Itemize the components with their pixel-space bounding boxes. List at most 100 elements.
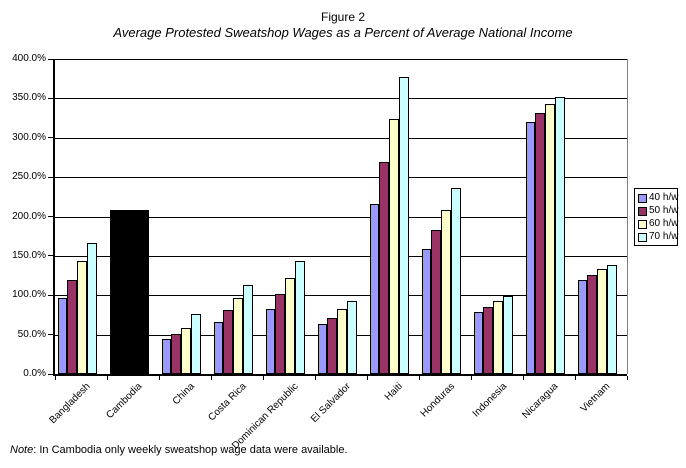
x-category-label: El Salvador [308,381,353,425]
bar-indonesia-40-h/w [473,311,484,374]
x-tick [211,376,212,380]
bar-dominican-republic-50-h/w [275,293,285,374]
x-tick [55,376,56,380]
legend-swatch-icon [638,232,647,242]
y-tick-label: 400.0% [12,53,46,64]
bar-el-salvador-60-h/w [337,309,347,374]
bar-nicaragua-60-h/w [545,103,555,374]
bar-honduras-70-h/w [450,188,461,374]
bar-honduras-50-h/w [431,229,441,374]
x-tick [419,376,420,380]
bar-haiti-60-h/w [389,118,399,374]
bar-el-salvador-70-h/w [346,300,357,374]
legend-box: 40 h/w 50 h/w 60 h/w 70 h/w [634,188,678,246]
bar-vietnam-50-h/w [587,274,597,374]
gridline-250 [55,177,627,179]
bar-dominican-republic-40-h/w [265,309,276,374]
bar-el-salvador-40-h/w [317,324,328,374]
bar-haiti-70-h/w [398,77,409,374]
bar-vietnam-70-h/w [606,264,617,374]
footnote-note-label: Note [10,444,34,456]
x-category-label: Cambodia [104,381,145,422]
y-tick [48,373,53,375]
x-category-label: Nicaragua [520,381,561,422]
y-tick-label: 300.0% [12,131,46,143]
y-tick [48,176,53,178]
x-tick [315,376,316,380]
gridline-300 [55,137,627,139]
legend-item-70-h/w: 70 h/w [638,232,678,242]
bar-bangladesh-70-h/w [86,242,97,374]
y-tick [48,97,53,99]
legend-item-60-h/w: 60 h/w [638,219,678,229]
x-category-label: Vietnam [579,381,613,415]
y-tick-label: 200.0% [12,210,46,222]
figure-title: Figure 2 [320,10,366,24]
bar-costa-rica-40-h/w [213,322,224,374]
y-tick [48,294,53,296]
bar-china-50-h/w [171,333,181,374]
y-tick-label: 150.0% [12,249,46,261]
legend-label: 60 h/w [649,218,679,229]
x-tick [159,376,160,380]
bar-indonesia-50-h/w [483,307,493,374]
legend-label: 40 h/w [649,192,679,203]
y-tick-label: 50.0% [17,328,46,340]
legend-label: 50 h/w [649,205,679,216]
y-tick-label: 250.0% [12,171,46,183]
bar-indonesia-60-h/w [493,300,503,374]
x-tick [523,376,524,380]
bar-dominican-republic-60-h/w [285,277,295,374]
x-category-label: Honduras [418,381,457,420]
bar-el-salvador-50-h/w [327,318,337,374]
bar-haiti-40-h/w [369,203,380,374]
x-tick [263,376,264,380]
bar-costa-rica-70-h/w [242,285,253,374]
figure-subtitle: Average Protested Sweatshop Wages as a P… [113,25,573,40]
y-tick [48,216,53,217]
gridline-150 [55,255,627,257]
x-tick [107,376,108,380]
x-axis-line [53,374,627,376]
x-tick [575,376,576,380]
footnote-text: : In Cambodia only weekly sweatshop wage… [33,444,348,456]
x-tick [367,376,368,380]
y-axis-line [53,59,55,376]
y-tick [48,58,53,60]
x-category-label: Costa Rica [206,381,249,424]
plot-area [55,59,628,374]
y-tick-label: 100.0% [12,289,46,301]
bar-china-70-h/w [190,314,201,374]
legend-swatch-icon [638,206,647,216]
bar-costa-rica-60-h/w [233,298,243,374]
legend-label: 70 h/w [649,231,679,242]
bar-haiti-50-h/w [379,162,389,374]
bar-indonesia-70-h/w [502,296,513,374]
x-tick [627,376,628,380]
bar-nicaragua-70-h/w [554,96,565,374]
bar-cambodia-single [109,210,149,374]
x-category-label: Haiti [382,381,405,403]
y-tick [48,137,53,139]
legend-item-50-h/w: 50 h/w [638,206,678,216]
gridline-400 [55,59,627,60]
bar-honduras-40-h/w [421,248,432,374]
gridline-100 [55,295,627,297]
bar-vietnam-60-h/w [597,269,607,374]
gridline-350 [55,98,627,100]
legend-swatch-icon [638,219,647,229]
x-category-label: Bangladesh [47,381,93,427]
y-tick [48,334,53,336]
bar-bangladesh-60-h/w [77,260,87,374]
y-tick-label: 350.0% [12,92,46,104]
legend-item-40-h/w: 40 h/w [638,193,678,203]
footnote: Note: In Cambodia only weekly sweatshop … [10,444,348,457]
bar-dominican-republic-70-h/w [294,261,305,374]
bar-nicaragua-40-h/w [525,122,536,374]
bar-costa-rica-50-h/w [223,310,233,374]
bar-bangladesh-50-h/w [67,279,77,374]
x-category-label: Indonesia [470,381,509,420]
y-tick-label: 0.0% [23,368,46,379]
bar-honduras-60-h/w [441,210,451,374]
